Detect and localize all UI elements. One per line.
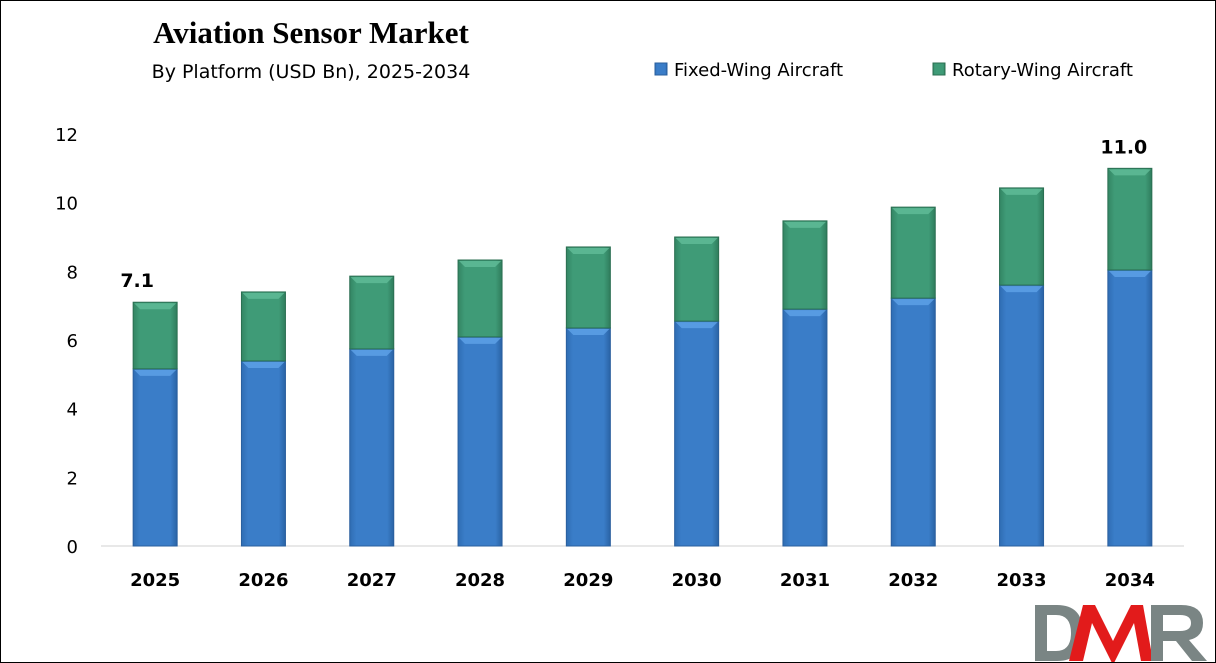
- x-tick-label: 2026: [238, 570, 288, 591]
- bar-fixed-wing-2033: [999, 284, 1045, 547]
- y-tick-label: 0: [67, 537, 78, 558]
- bar-fixed-wing-2034: [1107, 269, 1153, 547]
- bar-fixed-wing-2030: [674, 320, 720, 547]
- x-axis: 2025 2026 2027 2028 2029 2030 2031 2032 2033 2034: [130, 570, 1155, 591]
- legend-swatch-fixed-wing: [654, 62, 668, 76]
- bar-bevel: [459, 337, 502, 344]
- bar-rotary-wing-2031: [782, 220, 828, 310]
- y-tick-label: 6: [67, 331, 78, 352]
- bar-rotary-wing-2032: [890, 206, 936, 299]
- bar-fixed-wing-2027: [349, 348, 395, 547]
- bar-fixed-wing-2031: [782, 308, 828, 547]
- bar-fixed-wing-2032: [890, 297, 936, 547]
- bar-rotary-wing-2027: [349, 275, 395, 350]
- x-tick-label: 2033: [996, 570, 1046, 591]
- bar-fixed-wing-2028: [457, 336, 503, 547]
- bar-rotary-wing-2029: [565, 246, 611, 329]
- data-label-2034: 11.0: [1100, 136, 1147, 158]
- y-tick-label: 12: [55, 125, 78, 146]
- x-tick-label: 2029: [563, 570, 613, 591]
- legend-label-fixed-wing: Fixed-Wing Aircraft: [674, 60, 843, 81]
- y-tick-label: 2: [67, 468, 78, 489]
- bar-bevel: [242, 361, 285, 368]
- x-tick-label: 2030: [672, 570, 722, 591]
- bar-bevel: [134, 369, 177, 376]
- bar-bevel: [892, 299, 935, 306]
- bar-bevel: [1000, 286, 1043, 293]
- x-tick-label: 2027: [347, 570, 397, 591]
- data-label-2025: 7.1: [120, 270, 154, 292]
- x-tick-label: 2028: [455, 570, 505, 591]
- legend: Fixed-Wing Aircraft Rotary-Wing Aircraft: [654, 60, 1133, 81]
- bar-rotary-wing-2034: [1107, 167, 1153, 271]
- legend-label-rotary-wing: Rotary-Wing Aircraft: [952, 60, 1133, 81]
- bar-fixed-wing-2026: [240, 360, 286, 547]
- bar-bevel: [783, 310, 826, 317]
- data-labels: 7.1 11.0: [120, 136, 1147, 292]
- bar-bevel: [459, 261, 502, 268]
- x-tick-label: 2032: [888, 570, 938, 591]
- bar-fixed-wing-2025: [132, 368, 178, 547]
- bar-bevel: [892, 208, 935, 215]
- bar-bevel: [675, 322, 718, 329]
- bar-rotary-wing-2026: [240, 291, 286, 362]
- bar-rotary-wing-2028: [457, 259, 503, 338]
- bar-bevel: [350, 349, 393, 356]
- dmr-logo: [1035, 605, 1207, 662]
- chart-title: Aviation Sensor Market: [153, 15, 469, 50]
- bar-bevel: [1000, 188, 1043, 195]
- bar-rotary-wing-2030: [674, 236, 720, 322]
- bar-fixed-wing-2029: [565, 327, 611, 547]
- x-tick-label: 2025: [130, 570, 180, 591]
- x-tick-label: 2031: [780, 570, 830, 591]
- bar-bevel: [242, 292, 285, 299]
- bar-bevel: [1108, 270, 1151, 277]
- bar-bevel: [1108, 169, 1151, 176]
- bar-bevel: [675, 238, 718, 244]
- bar-bevel: [567, 328, 610, 335]
- y-axis: 0 2 4 6 8 10 12: [55, 125, 78, 558]
- bar-bevel: [350, 277, 393, 284]
- y-tick-label: 4: [67, 400, 78, 421]
- y-tick-label: 10: [55, 194, 78, 215]
- bar-rotary-wing-2025: [132, 301, 178, 370]
- legend-swatch-rotary-wing: [932, 62, 946, 76]
- chart-subtitle: By Platform (USD Bn), 2025-2034: [152, 61, 471, 83]
- bar-bevel: [134, 303, 177, 310]
- bar-bevel: [783, 221, 826, 228]
- bar-rotary-wing-2033: [999, 187, 1045, 286]
- x-tick-label: 2034: [1105, 570, 1155, 591]
- y-tick-label: 8: [67, 262, 78, 283]
- bars: [132, 167, 1153, 547]
- bar-bevel: [567, 247, 610, 254]
